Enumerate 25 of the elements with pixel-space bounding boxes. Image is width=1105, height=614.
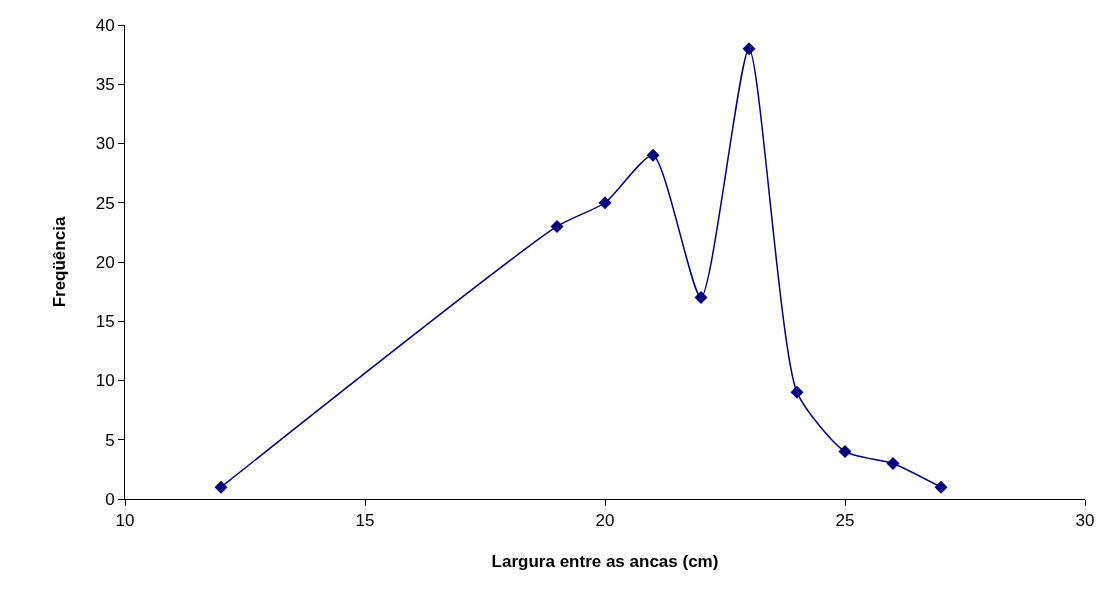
point	[790, 385, 804, 399]
y-tick-label: 5	[105, 430, 115, 450]
y-tick-label: 20	[95, 252, 115, 272]
y-axis-title: Freqüência	[50, 216, 70, 308]
y-tick-label: 30	[95, 134, 115, 154]
point	[598, 196, 612, 210]
point	[646, 148, 660, 162]
x-tick-label: 15	[355, 511, 375, 531]
y-tick-label: 10	[95, 371, 115, 391]
y-tick-label: 25	[95, 193, 115, 213]
x-axis-title: Largura entre as ancas (cm)	[491, 551, 719, 571]
point	[550, 219, 564, 233]
point	[886, 456, 900, 470]
x-tick-label: 30	[1075, 511, 1095, 531]
point	[838, 445, 852, 459]
y-tick-label: 15	[95, 312, 115, 332]
y-tick-label: 35	[95, 75, 115, 95]
point	[934, 480, 948, 494]
point	[742, 42, 756, 56]
point	[694, 291, 708, 305]
y-tick-label: 0	[105, 489, 115, 509]
point	[214, 480, 228, 494]
x-tick-label: 25	[835, 511, 855, 531]
y-tick-label: 40	[95, 15, 115, 35]
x-tick-label: 20	[595, 511, 615, 531]
